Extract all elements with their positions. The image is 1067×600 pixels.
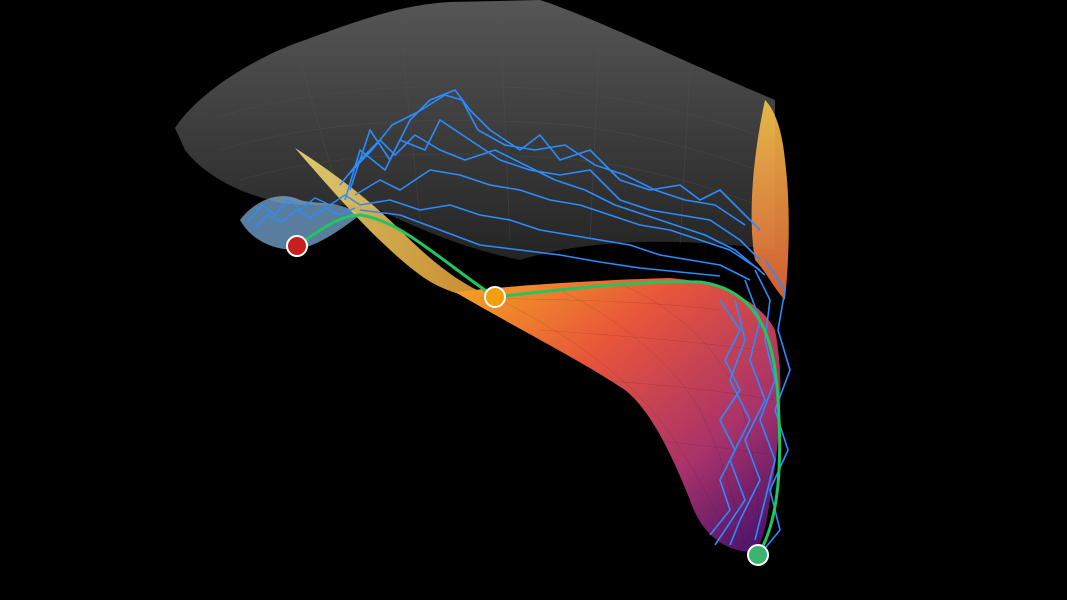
minimum-energy-path	[296, 213, 782, 556]
left-basin	[240, 196, 360, 250]
sampled-trajectories	[339, 89, 791, 553]
right-wall	[751, 100, 789, 300]
saddle-ridge	[295, 148, 495, 299]
start-point-marker[interactable]	[286, 235, 308, 257]
saddle-point-marker[interactable]	[484, 286, 506, 308]
upper-surface	[175, 0, 775, 260]
left-basin-trajectories	[247, 194, 361, 231]
end-point-marker[interactable]	[747, 544, 769, 566]
lower-funnel-surface	[455, 278, 781, 552]
